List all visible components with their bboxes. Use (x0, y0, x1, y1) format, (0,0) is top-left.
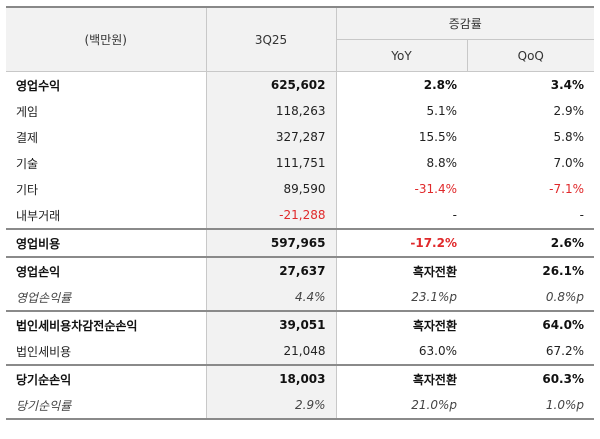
row-label: 기타 (6, 176, 207, 202)
row-value: -21,288 (206, 202, 337, 229)
table-row: 영업수익 625,602 2.8% 3.4% (6, 71, 594, 98)
table-row: 당기순익률 2.9% 21.0%p 1.0%p (6, 392, 594, 420)
row-value: 111,751 (206, 150, 337, 176)
row-value: 27,637 (206, 256, 337, 284)
row-qoq: 2.9% (553, 104, 585, 118)
table-row: 영업손익률 4.4% 23.1%p 0.8%p (6, 284, 594, 311)
row-yoy: -17.2% (336, 228, 467, 257)
table-row: 법인세비용차감전순손익 39,051 흑자전환 64.0% (6, 310, 594, 338)
row-yoy: -31.4% (414, 182, 457, 196)
row-label: 기술 (6, 150, 207, 176)
row-label: 게임 (6, 98, 207, 124)
financial-table: (백만원) 3Q25 증감률 YoY QoQ 영업수익 625,602 2.8%… (6, 6, 594, 420)
table-row: 당기순손익 18,003 흑자전환 60.3% (6, 364, 594, 392)
row-yoy: 흑자전환 (336, 364, 467, 392)
table-row: 결제 327,287 15.5% 5.8% (6, 124, 594, 150)
row-qoq: 5.8% (553, 130, 585, 144)
row-qoq: -7.1% (549, 182, 584, 196)
row-yoy: 23.1%p (411, 290, 457, 304)
row-label: 영업비용 (6, 228, 207, 257)
table-row: 내부거래 -21,288 - - (6, 202, 594, 229)
row-qoq: 64.0% (467, 310, 594, 338)
row-value: 625,602 (206, 71, 337, 98)
row-label: 결제 (6, 124, 207, 150)
row-qoq: - (579, 208, 584, 222)
row-value: 2.9% (206, 392, 337, 420)
row-label: 영업수익 (6, 71, 207, 98)
unit-header: (백만원) (6, 7, 207, 72)
row-qoq: 7.0% (553, 156, 585, 170)
row-label: 당기순익률 (6, 392, 207, 420)
table-row: 법인세비용 21,048 63.0% 67.2% (6, 338, 594, 365)
table-row: 기술 111,751 8.8% 7.0% (6, 150, 594, 176)
row-qoq: 26.1% (467, 256, 594, 284)
row-value: 4.4% (206, 284, 337, 311)
row-yoy: 흑자전환 (336, 310, 467, 338)
row-yoy: 63.0% (418, 344, 457, 358)
change-rate-header: 증감률 (336, 7, 594, 40)
yoy-header: YoY (336, 39, 468, 72)
row-qoq: 2.6% (467, 228, 594, 257)
row-yoy: 흑자전환 (336, 256, 467, 284)
row-label: 영업손익 (6, 256, 207, 284)
row-value: 18,003 (206, 364, 337, 392)
row-yoy: - (452, 208, 457, 222)
row-qoq: 67.2% (545, 344, 584, 358)
row-yoy: 5.1% (426, 104, 458, 118)
row-yoy: 15.5% (418, 130, 457, 144)
table-row: 영업비용 597,965 -17.2% 2.6% (6, 228, 594, 257)
row-label: 법인세비용 (6, 338, 207, 365)
period-header: 3Q25 (206, 7, 337, 72)
row-label: 내부거래 (6, 202, 207, 229)
row-label: 법인세비용차감전순손익 (6, 310, 207, 338)
table-row: 게임 118,263 5.1% 2.9% (6, 98, 594, 124)
row-value: 597,965 (206, 228, 337, 257)
row-value: 21,048 (206, 338, 337, 365)
row-label: 영업손익률 (6, 284, 207, 311)
table-row: 기타 89,590 -31.4% -7.1% (6, 176, 594, 202)
qoq-header: QoQ (467, 39, 594, 72)
row-yoy: 21.0%p (336, 392, 467, 420)
row-value: 89,590 (206, 176, 337, 202)
row-value: 327,287 (206, 124, 337, 150)
row-yoy: 8.8% (426, 156, 458, 170)
row-yoy: 2.8% (423, 78, 457, 92)
row-value: 118,263 (206, 98, 337, 124)
row-label: 당기순손익 (6, 364, 207, 392)
row-qoq: 60.3% (467, 364, 594, 392)
table-row: 영업손익 27,637 흑자전환 26.1% (6, 256, 594, 284)
row-qoq: 0.8%p (545, 290, 584, 304)
row-value: 39,051 (206, 310, 337, 338)
row-qoq: 1.0%p (467, 392, 594, 420)
row-qoq: 3.4% (550, 78, 584, 92)
